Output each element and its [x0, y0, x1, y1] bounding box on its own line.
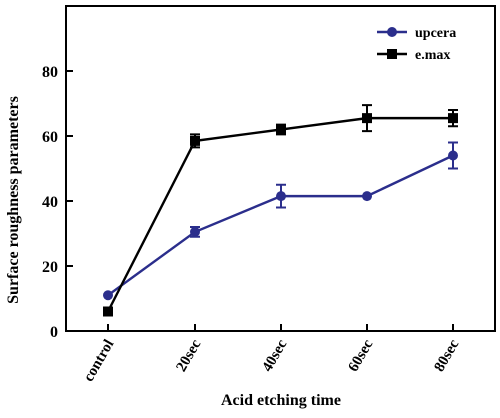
- legend-label: upcera: [415, 26, 456, 41]
- series-line: [107, 154, 454, 297]
- legend-marker: [387, 27, 397, 37]
- y-axis-label: Surface roughness parameters: [5, 96, 22, 304]
- x-tick-label: 40sec: [260, 337, 291, 375]
- x-axis-label: Acid etching time: [221, 392, 341, 409]
- legend-label: e.max: [415, 48, 450, 63]
- y-tick-label: 60: [42, 129, 58, 146]
- series-2: [103, 104, 458, 317]
- legend-marker: [387, 49, 397, 59]
- y-tick-label: 40: [42, 194, 58, 211]
- data-point: [276, 191, 286, 202]
- data-point: [103, 306, 113, 317]
- data-point: [190, 226, 200, 237]
- data-point: [103, 290, 113, 301]
- data-point: [362, 191, 372, 202]
- x-tick-label: control: [81, 337, 118, 384]
- x-tick-label: 80sec: [432, 337, 463, 375]
- data-point: [276, 124, 286, 135]
- legend-entry: e.max: [377, 48, 450, 63]
- legend-entry: upcera: [377, 26, 456, 41]
- series-1: [103, 141, 458, 301]
- x-tick-label: 60sec: [346, 337, 377, 375]
- series-line: [106, 116, 453, 313]
- y-tick-label: 20: [42, 259, 58, 276]
- y-tick-label: 0: [50, 324, 58, 341]
- x-tick-label: 20sec: [174, 337, 205, 375]
- data-point: [448, 113, 458, 124]
- data-point: [190, 135, 200, 146]
- y-tick-label: 80: [42, 64, 58, 81]
- data-point: [362, 113, 372, 124]
- data-point: [448, 150, 458, 161]
